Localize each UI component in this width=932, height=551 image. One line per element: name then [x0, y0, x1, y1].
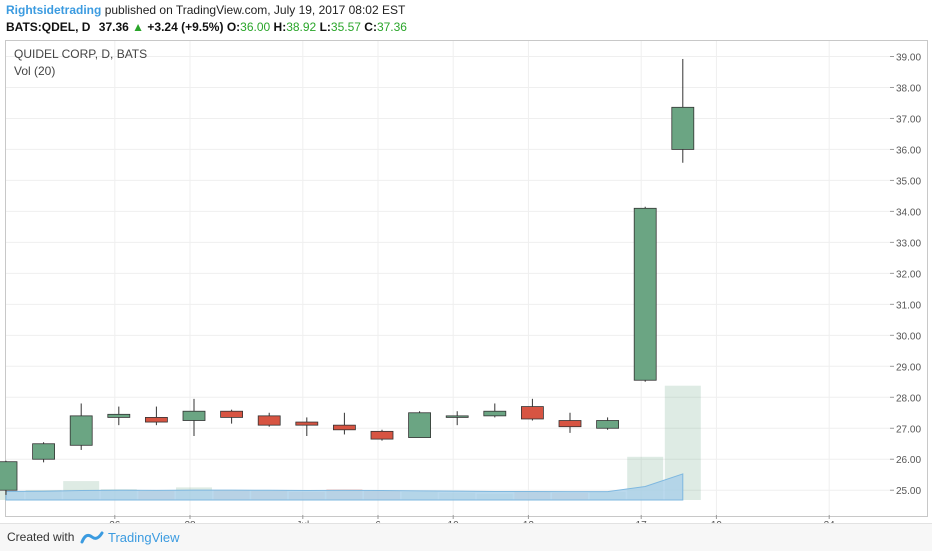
y-tick-label: 36.00	[896, 145, 921, 156]
y-tick-label: 26.00	[896, 455, 921, 466]
chart-title: QUIDEL CORP, D, BATS	[14, 47, 148, 61]
candle-up	[633, 207, 657, 381]
y-tick-label: 34.00	[896, 207, 921, 218]
candle-up	[182, 410, 206, 421]
candle-down	[295, 421, 319, 426]
price-axis[interactable]	[890, 40, 928, 517]
candle-down	[332, 424, 356, 431]
price-change: +3.24 (+9.5%)	[147, 20, 224, 34]
up-arrow-icon: ▲	[132, 20, 145, 34]
y-tick-label: 25.00	[896, 486, 921, 497]
candle-up	[671, 106, 695, 150]
candle-up	[483, 410, 507, 417]
tradingview-brand[interactable]: TradingView	[108, 530, 180, 545]
quote-line: BATS:QDEL, D 37.36 ▲ +3.24 (+9.5%) O:36.…	[6, 20, 407, 34]
high-label: H:	[273, 20, 287, 34]
y-tick-label: 35.00	[896, 176, 921, 187]
low-value: 35.57	[330, 20, 361, 34]
volume-label: Vol (20)	[14, 64, 56, 78]
candle-up	[0, 461, 18, 491]
close-value: 37.36	[376, 20, 407, 34]
candle-up	[107, 413, 131, 418]
y-tick-label: 38.00	[896, 83, 921, 94]
y-tick-label: 32.00	[896, 269, 921, 280]
y-tick-label: 27.00	[896, 424, 921, 435]
author-link[interactable]: Rightsidetrading	[6, 3, 102, 17]
close-label: C:	[364, 20, 377, 34]
y-tick-label: 28.00	[896, 393, 921, 404]
candle-up	[69, 415, 93, 446]
y-tick-label: 33.00	[896, 238, 921, 249]
candle-down	[220, 410, 244, 418]
candle-up	[408, 412, 432, 438]
candle-up	[596, 420, 619, 429]
candle-down	[257, 415, 281, 426]
created-with-text: Created with	[7, 530, 75, 544]
low-label: L:	[319, 20, 331, 34]
candle-up	[32, 443, 55, 460]
symbol-label: BATS:QDEL, D	[6, 20, 91, 34]
volume-ma-area	[5, 473, 684, 501]
high-value: 38.92	[286, 20, 317, 34]
published-text: published on TradingView.com, July 19, 2…	[104, 3, 406, 17]
candle-down	[558, 420, 582, 428]
tradingview-logo-icon[interactable]	[80, 528, 104, 546]
candle-down	[521, 406, 544, 420]
y-tick-label: 31.00	[896, 300, 921, 311]
candle-down	[370, 430, 394, 440]
y-tick-label: 39.00	[896, 52, 921, 63]
y-tick-label: 30.00	[896, 331, 921, 342]
open-value: 36.00	[240, 20, 271, 34]
open-label: O:	[226, 20, 241, 34]
candle-down	[144, 417, 168, 423]
publish-line: Rightsidetrading published on TradingVie…	[6, 3, 405, 17]
y-tick-label: 37.00	[896, 114, 921, 125]
last-price: 37.36	[98, 20, 129, 34]
y-tick-label: 29.00	[896, 362, 921, 373]
candle-up	[445, 415, 469, 418]
footer: Created with TradingView	[0, 523, 932, 551]
chart-pane[interactable]	[5, 40, 892, 517]
